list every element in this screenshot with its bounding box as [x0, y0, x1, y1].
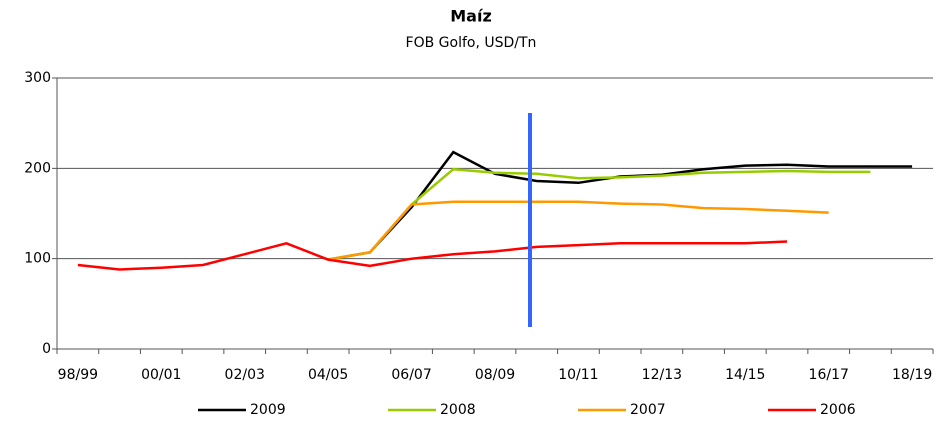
- x-tick-label: 02/03: [225, 367, 265, 383]
- x-tick-label: 98/99: [58, 367, 98, 383]
- y-tick-label: 100: [24, 251, 51, 267]
- x-tick-label: 14/15: [725, 367, 765, 383]
- y-tick-label: 200: [24, 160, 51, 176]
- legend-label: 2008: [440, 402, 476, 418]
- x-tick-label: 06/07: [391, 367, 431, 383]
- chart-title: Maíz: [450, 7, 492, 26]
- x-tick-label: 04/05: [308, 367, 348, 383]
- chart-subtitle: FOB Golfo, USD/Tn: [406, 35, 537, 51]
- series-line: [327, 167, 871, 261]
- legend-label: 2007: [630, 402, 666, 418]
- x-tick-label: 10/11: [558, 367, 598, 383]
- x-tick-label: 16/17: [809, 367, 849, 383]
- y-tick-label: 0: [42, 341, 51, 357]
- x-tick-label: 08/09: [475, 367, 515, 383]
- series-line: [327, 200, 829, 261]
- y-tick-label: 300: [24, 70, 51, 86]
- x-tick-label: 18/19: [892, 367, 932, 383]
- legend-label: 2006: [820, 402, 856, 418]
- series-line: [77, 240, 788, 271]
- legend-label: 2009: [250, 402, 286, 418]
- x-tick-label: 00/01: [141, 367, 181, 383]
- x-tick-label: 12/13: [642, 367, 682, 383]
